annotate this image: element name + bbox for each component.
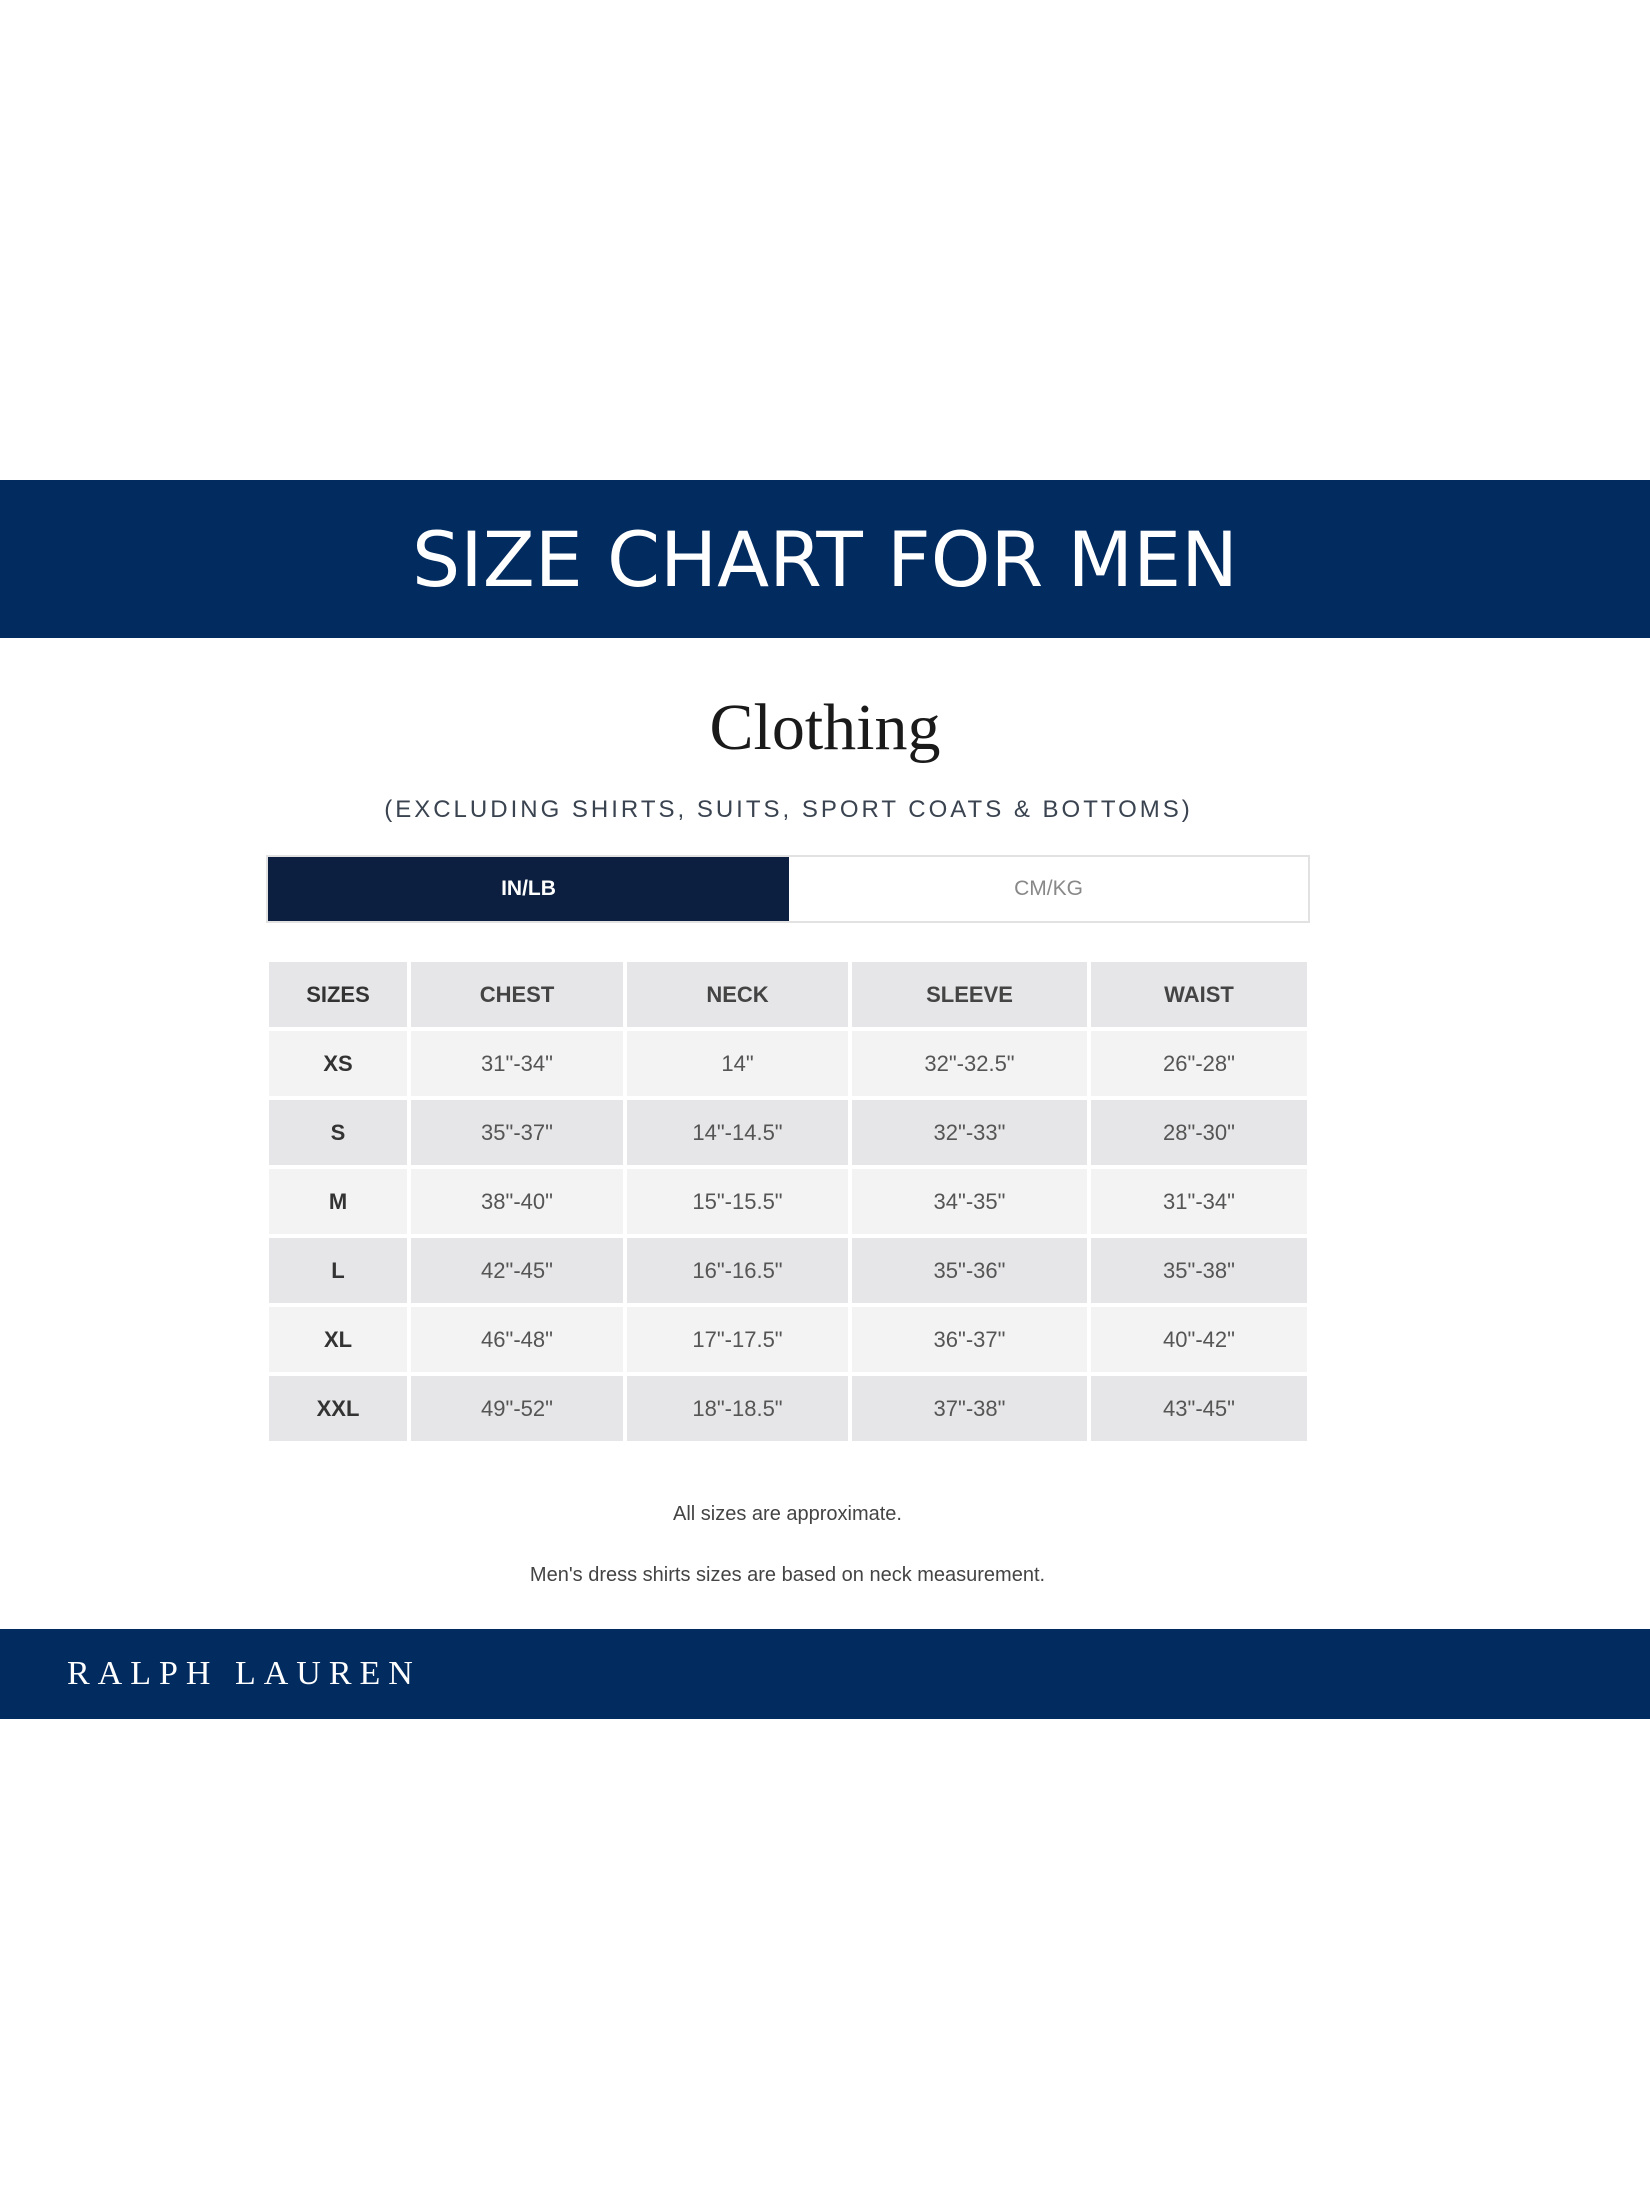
section-subtitle: (EXCLUDING SHIRTS, SUITS, SPORT COATS & … [384, 796, 1193, 823]
ralph-lauren-logo: RALPH LAUREN [67, 1655, 421, 1692]
toggle-in-lb[interactable]: IN/LB [268, 857, 789, 921]
header-cell: WAIST [1091, 962, 1307, 1027]
measurement-cell: 18"-18.5" [627, 1376, 848, 1441]
header-cell: CHEST [411, 962, 623, 1027]
measurement-cell: 36"-37" [852, 1307, 1087, 1372]
header-cell: NECK [627, 962, 848, 1027]
note-approximate: All sizes are approximate. [673, 1503, 902, 1525]
measurement-cell: 35"-38" [1091, 1238, 1307, 1303]
measurement-cell: 46"-48" [411, 1307, 623, 1372]
table-row: XL 46"-48" 17"-17.5" 36"-37" 40"-42" [269, 1307, 1307, 1372]
measurement-cell: 31"-34" [1091, 1169, 1307, 1234]
size-cell: XXL [269, 1376, 407, 1441]
measurement-cell: 31"-34" [411, 1031, 623, 1096]
measurement-cell: 28"-30" [1091, 1100, 1307, 1165]
header-cell: SIZES [269, 962, 407, 1027]
size-table: SIZES CHEST NECK SLEEVE WAIST XS 31"-34" 1… [269, 962, 1307, 1445]
size-cell: XS [269, 1031, 407, 1096]
measurement-cell: 42"-45" [411, 1238, 623, 1303]
banner-title: SIZE CHART FOR MEN [412, 514, 1238, 604]
units-toggle: IN/LB CM/KG [266, 855, 1310, 923]
measurement-cell: 38"-40" [411, 1169, 623, 1234]
measurement-cell: 15"-15.5" [627, 1169, 848, 1234]
top-banner: SIZE CHART FOR MEN [0, 480, 1650, 638]
measurement-cell: 14" [627, 1031, 848, 1096]
table-row: L 42"-45" 16"-16.5" 35"-36" 35"-38" [269, 1238, 1307, 1303]
footer-banner: RALPH LAUREN [0, 1629, 1650, 1719]
table-row: S 35"-37" 14"-14.5" 32"-33" 28"-30" [269, 1100, 1307, 1165]
measurement-cell: 16"-16.5" [627, 1238, 848, 1303]
measurement-cell: 35"-37" [411, 1100, 623, 1165]
measurement-cell: 32"-32.5" [852, 1031, 1087, 1096]
measurement-cell: 37"-38" [852, 1376, 1087, 1441]
measurement-cell: 49"-52" [411, 1376, 623, 1441]
size-cell: M [269, 1169, 407, 1234]
measurement-cell: 40"-42" [1091, 1307, 1307, 1372]
header-cell: SLEEVE [852, 962, 1087, 1027]
toggle-cm-kg[interactable]: CM/KG [789, 857, 1308, 921]
measurement-cell: 14"-14.5" [627, 1100, 848, 1165]
measurement-cell: 32"-33" [852, 1100, 1087, 1165]
table-row: XXL 49"-52" 18"-18.5" 37"-38" 43"-45" [269, 1376, 1307, 1441]
measurement-cell: 35"-36" [852, 1238, 1087, 1303]
measurement-cell: 43"-45" [1091, 1376, 1307, 1441]
table-header-row: SIZES CHEST NECK SLEEVE WAIST [269, 962, 1307, 1027]
table-row: XS 31"-34" 14" 32"-32.5" 26"-28" [269, 1031, 1307, 1096]
measurement-cell: 26"-28" [1091, 1031, 1307, 1096]
size-cell: L [269, 1238, 407, 1303]
size-cell: S [269, 1100, 407, 1165]
note-dress-shirts: Men's dress shirts sizes are based on ne… [529, 1564, 1046, 1586]
measurement-cell: 34"-35" [852, 1169, 1087, 1234]
table-row: M 38"-40" 15"-15.5" 34"-35" 31"-34" [269, 1169, 1307, 1234]
size-cell: XL [269, 1307, 407, 1372]
section-title: Clothing [709, 691, 941, 764]
measurement-cell: 17"-17.5" [627, 1307, 848, 1372]
